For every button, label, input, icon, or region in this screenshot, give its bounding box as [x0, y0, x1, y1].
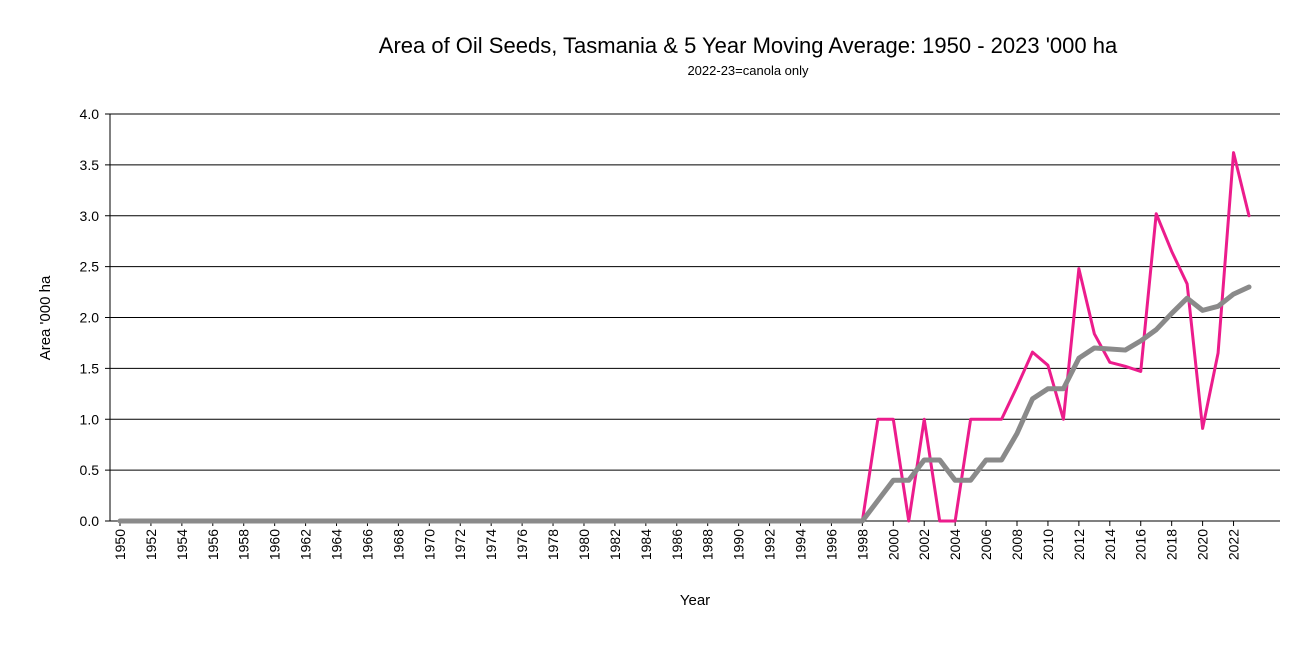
x-tick-label: 1994	[792, 529, 808, 560]
y-tick-label: 3.5	[80, 157, 100, 173]
x-tick-label: 1982	[607, 529, 623, 560]
series-lines	[117, 151, 1252, 524]
x-tick-label: 2020	[1195, 529, 1211, 560]
x-tick-label: 2006	[978, 529, 994, 560]
x-tick-label: 1970	[421, 529, 437, 560]
series-line-moving-average	[117, 284, 1252, 524]
x-tick-label: 1978	[545, 529, 561, 560]
chart-title: Area of Oil Seeds, Tasmania & 5 Year Mov…	[378, 33, 1118, 58]
x-tick-label: 1974	[483, 529, 499, 560]
x-tick-label: 1988	[700, 529, 716, 560]
chart-subtitle: 2022-23=canola only	[687, 63, 809, 78]
x-tick-label: 1952	[143, 529, 159, 560]
x-tick-label: 2000	[885, 529, 901, 560]
x-tick-label: 1984	[638, 529, 654, 560]
x-axis-label: Year	[680, 592, 710, 609]
x-tick-label: 2016	[1133, 529, 1149, 560]
y-tick-label: 3.0	[80, 208, 100, 224]
y-tick-label: 1.5	[80, 360, 100, 376]
x-tick-label: 1972	[452, 529, 468, 560]
x-tick-label: 2008	[1009, 529, 1025, 560]
x-tick-label: 1966	[359, 529, 375, 560]
x-tick-label: 1954	[174, 529, 190, 560]
x-tick-label: 1962	[298, 529, 314, 560]
x-tick-label: 2018	[1164, 529, 1180, 560]
x-tick-label: 1980	[576, 529, 592, 560]
y-axis-label: Area '000 ha	[37, 275, 54, 360]
y-tick-label: 0.5	[80, 462, 100, 478]
x-tick-label: 1968	[390, 529, 406, 560]
x-tick-label: 1960	[267, 529, 283, 560]
x-tick-label: 2004	[947, 529, 963, 560]
x-axis-ticks: 1950 1952 1954 1956 1958 1960 1962 1964 1966 1968…	[112, 521, 1242, 560]
x-tick-label: 1958	[236, 529, 252, 560]
y-tick-label: 2.0	[80, 310, 100, 326]
y-tick-label: 2.5	[80, 259, 100, 275]
y-tick-label: 4.0	[80, 106, 100, 122]
x-tick-label: 2010	[1040, 529, 1056, 560]
x-tick-label: 1990	[731, 529, 747, 560]
x-tick-label: 1996	[823, 529, 839, 560]
x-tick-label: 2002	[916, 529, 932, 560]
series-line-area	[118, 151, 1251, 523]
x-tick-label: 1956	[205, 529, 221, 560]
x-tick-label: 2014	[1102, 529, 1118, 560]
x-tick-label: 1986	[669, 529, 685, 560]
x-tick-label: 2022	[1226, 529, 1242, 560]
y-tick-label: 1.0	[80, 411, 100, 427]
x-tick-label: 1964	[329, 529, 345, 560]
grid-lines	[109, 113, 1280, 522]
y-tick-label: 0.0	[80, 513, 100, 529]
x-tick-label: 2012	[1071, 529, 1087, 560]
x-tick-label: 1976	[514, 529, 530, 560]
y-axis-ticks: 0.0 0.5 1.0 1.5 2.0 2.5 3.0 3.5 4.0	[80, 106, 110, 529]
x-tick-label: 1950	[112, 529, 128, 560]
x-tick-label: 1998	[854, 529, 870, 560]
x-tick-label: 1992	[762, 529, 778, 560]
